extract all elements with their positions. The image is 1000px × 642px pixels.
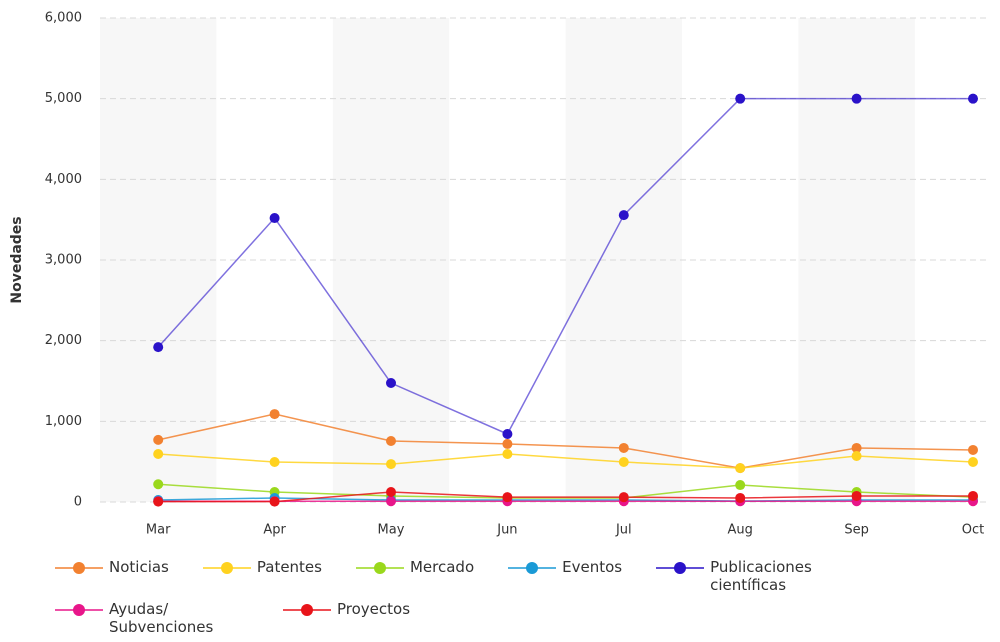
x-tick-label: Mar (146, 523, 171, 538)
data-point (386, 486, 396, 497)
legend-label: Proyectos (337, 600, 411, 618)
y-tick-label: 3,000 (45, 253, 82, 268)
y-axis-label: Novedades (9, 216, 25, 303)
data-point (618, 442, 629, 453)
legend-marker (73, 604, 85, 616)
data-point (851, 490, 862, 501)
data-point (153, 479, 164, 490)
data-point (153, 434, 164, 445)
data-point (386, 496, 396, 507)
data-point (386, 459, 396, 470)
legend-label: Mercado (409, 558, 475, 576)
band (100, 18, 217, 502)
legend-label: Ayudas/ Subvenciones (109, 600, 214, 636)
legend-label: Eventos (562, 558, 623, 576)
legend-swatch (55, 604, 103, 616)
chart: Novedades 0 1,000 2,000 3,000 4,000 5,000 6,00… (9, 11, 990, 538)
legend-item[interactable]: Proyectos (283, 600, 410, 618)
data-point (153, 449, 164, 460)
legend-item[interactable]: Noticias (55, 558, 169, 576)
y-tick-label: 4,000 (45, 172, 82, 187)
data-point (735, 463, 746, 474)
data-point (735, 93, 746, 104)
legend-swatch (656, 562, 705, 574)
x-tick-label: Aug (728, 523, 753, 538)
data-point (269, 213, 280, 224)
data-point (618, 456, 629, 467)
data-point (502, 428, 513, 439)
data-point (502, 492, 513, 503)
data-point (968, 456, 978, 467)
legend-item[interactable]: Mercado (355, 558, 475, 576)
x-tick-label: Jul (615, 523, 632, 538)
legend-swatch (283, 604, 331, 616)
data-point (968, 444, 978, 455)
legend-label: Patentes (256, 558, 322, 576)
legend-marker (73, 562, 85, 574)
legend-swatch (508, 562, 557, 574)
x-tick-label: May (378, 523, 405, 538)
data-point (269, 456, 280, 467)
data-point (153, 496, 164, 507)
series-line (158, 497, 973, 502)
legend-label: Noticias (109, 558, 169, 576)
legend-marker (301, 604, 313, 616)
x-tick-label: Jun (496, 523, 517, 538)
legend-label: Publicaciones científicas (710, 558, 812, 594)
data-point (968, 93, 978, 104)
data-point (386, 436, 396, 447)
series-line (158, 453, 974, 469)
data-point (851, 93, 862, 104)
data-point (386, 378, 396, 389)
data-point (618, 492, 629, 503)
data-point (502, 449, 513, 460)
y-tick-label: 6,000 (45, 11, 82, 26)
data-point (735, 480, 746, 491)
data-point (269, 409, 280, 420)
legend-marker (373, 562, 386, 574)
legend-item[interactable]: Eventos (508, 558, 622, 576)
data-point (153, 342, 164, 353)
legend-item[interactable]: Patentes (202, 558, 322, 576)
legend-swatch (355, 562, 404, 574)
legend: Noticias Patentes Mercado Eventos Publicacio… (55, 558, 995, 642)
legend-swatch (202, 562, 251, 574)
data-point (502, 438, 513, 449)
data-point (851, 451, 862, 462)
data-point (851, 442, 862, 453)
series-line (158, 491, 973, 503)
legend-item[interactable]: Ayudas/ Subvenciones (55, 600, 249, 636)
legend-item[interactable]: Publicaciones científicas (656, 558, 850, 594)
data-point (618, 210, 629, 221)
x-tick-label: Oct (962, 523, 984, 538)
data-point (269, 496, 280, 507)
series-line (157, 97, 973, 435)
legend-marker (526, 562, 539, 574)
series-line (158, 413, 974, 469)
y-tick-label: 0 (74, 495, 82, 510)
data-point (735, 492, 746, 503)
series-line (158, 483, 974, 499)
y-tick-label: 2,000 (45, 333, 82, 348)
legend-swatch (55, 562, 103, 574)
data-point (968, 490, 978, 501)
x-tick-label: Sep (844, 523, 869, 538)
x-tick-label: Apr (263, 523, 286, 538)
y-tick-label: 5,000 (45, 91, 82, 106)
legend-marker (220, 562, 233, 574)
legend-marker (674, 562, 687, 574)
y-tick-label: 1,000 (45, 414, 82, 429)
